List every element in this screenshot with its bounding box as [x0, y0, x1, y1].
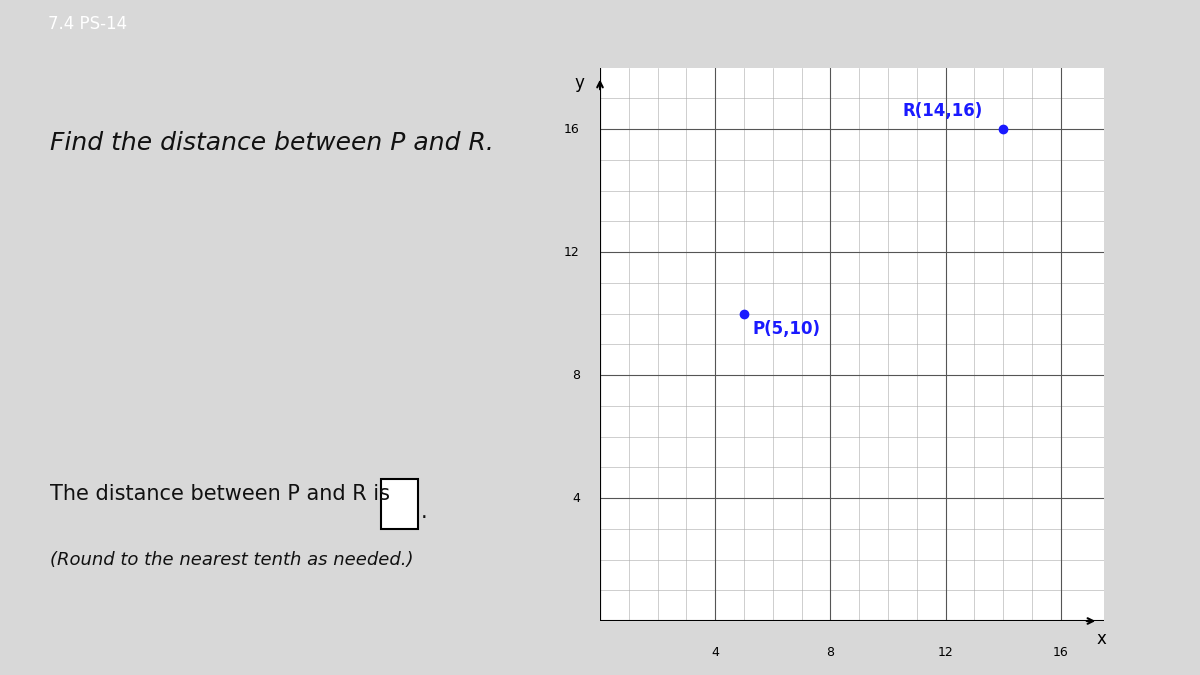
Text: R(14,16): R(14,16)	[902, 102, 983, 119]
Text: 16: 16	[1052, 645, 1069, 659]
Text: Find the distance between P and R.: Find the distance between P and R.	[50, 132, 493, 155]
Text: The distance between P and R is: The distance between P and R is	[50, 484, 390, 504]
Text: y: y	[575, 74, 584, 92]
Text: 8: 8	[827, 645, 834, 659]
Text: (Round to the nearest tenth as needed.): (Round to the nearest tenth as needed.)	[50, 551, 414, 570]
Text: 12: 12	[564, 246, 580, 259]
Text: 4: 4	[712, 645, 719, 659]
Text: .: .	[421, 502, 428, 522]
Text: 7.4 PS-14: 7.4 PS-14	[48, 15, 127, 32]
Text: 8: 8	[572, 369, 580, 381]
Bar	[380, 479, 418, 529]
Text: 4: 4	[572, 491, 580, 504]
Text: 16: 16	[564, 122, 580, 136]
Text: 12: 12	[937, 645, 954, 659]
Text: P(5,10): P(5,10)	[752, 320, 821, 338]
Text: x: x	[1096, 630, 1106, 649]
